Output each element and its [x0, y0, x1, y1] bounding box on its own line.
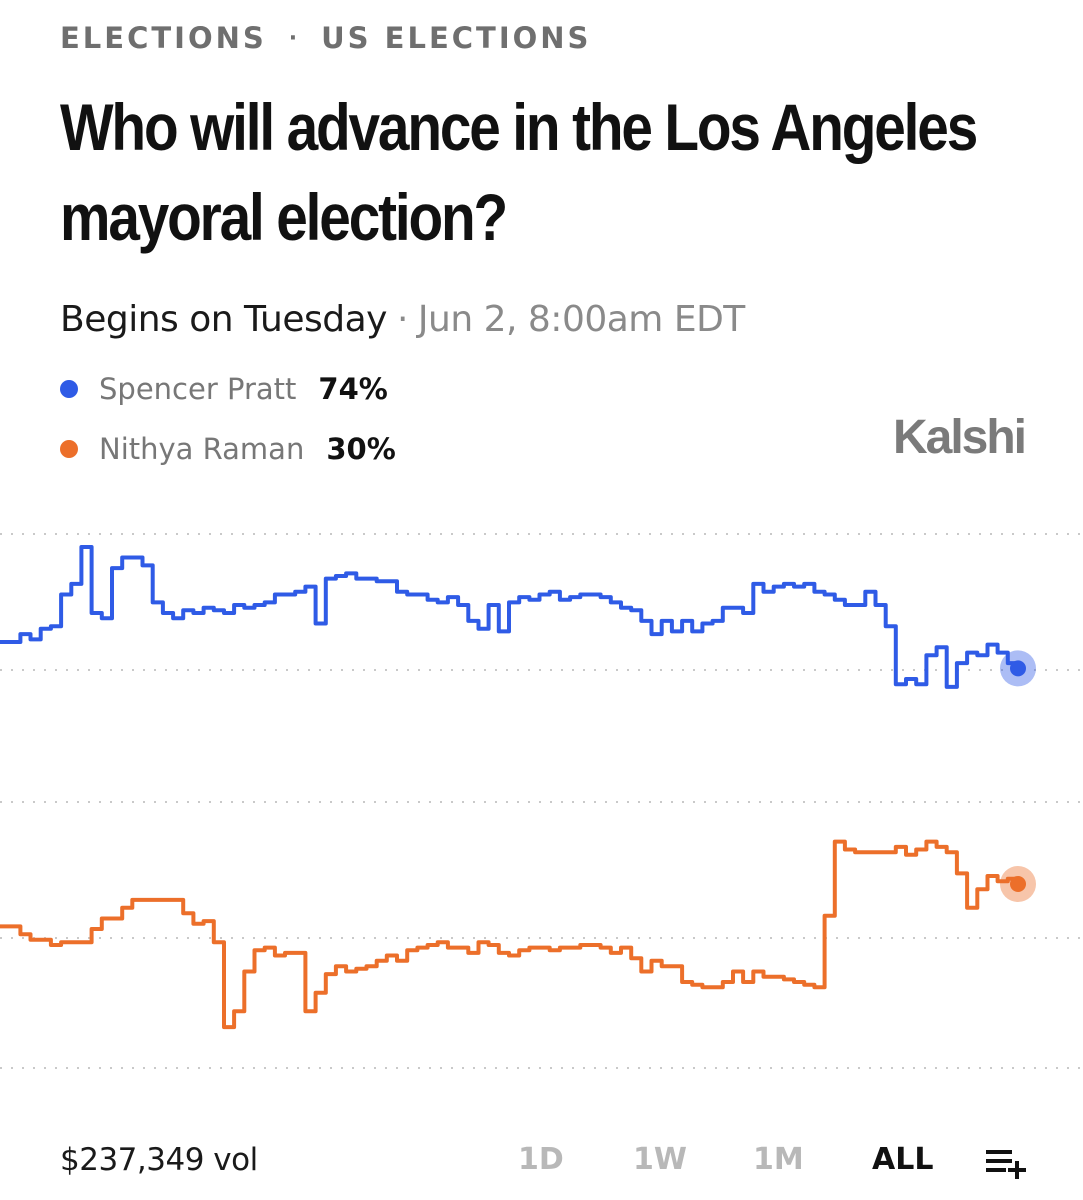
- kalshi-logo: Kalshi: [892, 411, 1027, 464]
- price-chart[interactable]: [0, 510, 1083, 1090]
- schedule-separator: ·: [396, 298, 408, 340]
- range-1d-button[interactable]: 1D: [518, 1142, 564, 1177]
- legend-percentage: 30%: [326, 432, 396, 466]
- legend-item-spencer-pratt[interactable]: Spencer Pratt 74%: [60, 369, 388, 409]
- range-1w-button[interactable]: 1W: [633, 1142, 687, 1177]
- orange-dot-icon: [60, 440, 78, 458]
- breadcrumb-separator: ·: [288, 25, 298, 51]
- breadcrumb: ELECTIONS · US ELECTIONS: [60, 18, 591, 58]
- legend-name: Nithya Raman: [99, 432, 305, 466]
- current-value-point-nithya-raman: [1010, 876, 1026, 892]
- chart-options-icon[interactable]: [984, 1146, 1028, 1180]
- legend-percentage: 74%: [318, 372, 388, 406]
- chart-footer: $237,349 vol 1D 1W 1M ALL: [0, 1138, 1083, 1188]
- blue-dot-icon: [60, 380, 78, 398]
- legend-item-nithya-raman[interactable]: Nithya Raman 30%: [60, 429, 396, 469]
- breadcrumb-us-elections-link[interactable]: US ELECTIONS: [321, 21, 592, 55]
- series-line-nithya-raman: [0, 839, 1020, 1030]
- page-title: Who will advance in the Los Angeles mayo…: [60, 90, 978, 254]
- schedule-date: Jun 2, 8:00am EDT: [417, 298, 745, 340]
- current-value-point-spencer-pratt: [1010, 660, 1026, 677]
- range-all-button[interactable]: ALL: [872, 1142, 934, 1177]
- schedule-label: Begins on Tuesday: [60, 298, 387, 340]
- volume-label: $237,349 vol: [60, 1142, 258, 1178]
- legend-name: Spencer Pratt: [99, 372, 297, 406]
- series-line-spencer-pratt: [0, 545, 1020, 689]
- breadcrumb-elections-link[interactable]: ELECTIONS: [60, 21, 267, 55]
- market-schedule: Begins on Tuesday · Jun 2, 8:00am EDT: [60, 296, 745, 342]
- range-1m-button[interactable]: 1M: [753, 1142, 804, 1177]
